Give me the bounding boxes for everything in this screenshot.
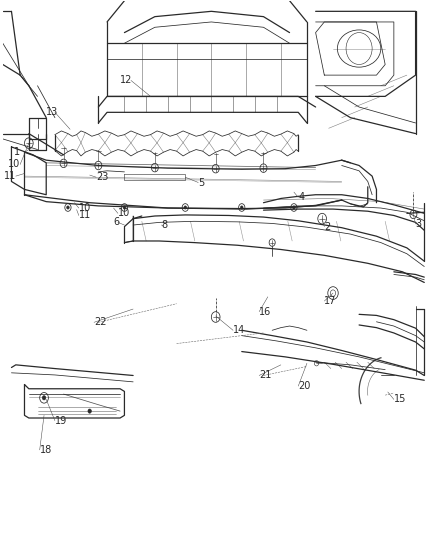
Text: 4: 4 — [298, 192, 304, 203]
Text: 16: 16 — [259, 306, 272, 317]
Text: 17: 17 — [324, 296, 337, 306]
Text: 22: 22 — [94, 317, 106, 327]
Text: 19: 19 — [55, 416, 67, 426]
Text: 10: 10 — [118, 208, 130, 219]
Text: 18: 18 — [40, 445, 52, 455]
Text: 10: 10 — [79, 203, 91, 213]
Circle shape — [293, 206, 295, 209]
Text: 1: 1 — [14, 147, 20, 157]
Circle shape — [88, 409, 92, 413]
Text: 13: 13 — [46, 107, 58, 117]
Text: 14: 14 — [233, 325, 245, 335]
Text: 2: 2 — [324, 222, 331, 232]
Text: 15: 15 — [394, 394, 406, 405]
Text: 10: 10 — [8, 159, 20, 169]
Text: 20: 20 — [298, 381, 311, 391]
Text: 23: 23 — [96, 172, 109, 182]
Circle shape — [184, 206, 187, 209]
Text: 21: 21 — [259, 370, 272, 381]
Text: 8: 8 — [161, 220, 167, 230]
Circle shape — [240, 206, 243, 209]
Text: 6: 6 — [113, 217, 120, 228]
Text: 11: 11 — [79, 211, 91, 221]
Text: 5: 5 — [198, 177, 205, 188]
Text: 12: 12 — [120, 76, 132, 85]
Text: 3: 3 — [416, 219, 422, 229]
Circle shape — [67, 206, 69, 209]
Circle shape — [123, 206, 126, 209]
Text: 11: 11 — [4, 171, 16, 181]
Circle shape — [42, 395, 46, 400]
